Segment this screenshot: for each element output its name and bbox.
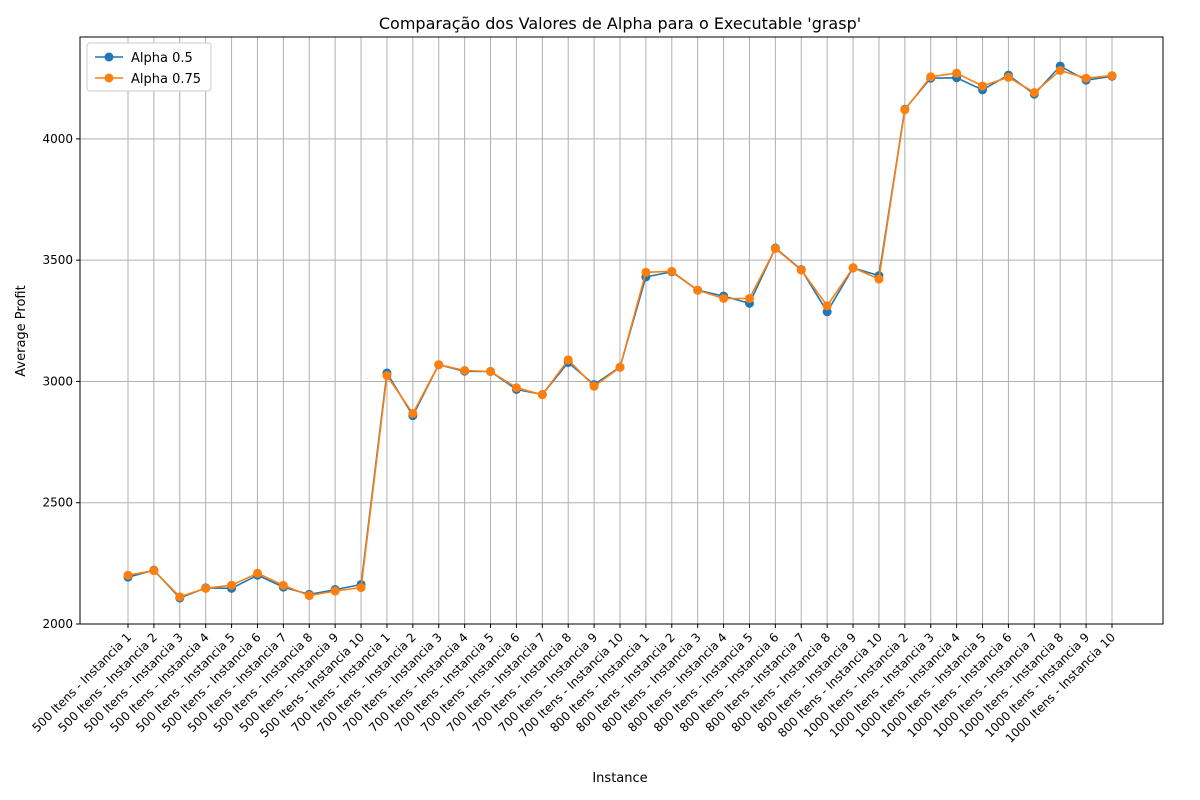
grid-lines: [80, 37, 1163, 625]
y-tick-label: 2500: [42, 496, 73, 510]
data-point: [434, 360, 444, 370]
y-tick-label: 2000: [42, 617, 73, 631]
data-point: [175, 592, 185, 602]
data-point: [978, 81, 988, 91]
data-point: [744, 293, 754, 303]
data-point: [1081, 73, 1091, 83]
data-point: [1055, 65, 1065, 75]
data-point: [563, 355, 573, 365]
data-point: [330, 586, 340, 596]
data-point: [1003, 72, 1013, 82]
data-point: [537, 390, 547, 400]
data-point: [304, 591, 314, 601]
data-point: [926, 72, 936, 82]
data-point: [382, 371, 392, 381]
legend-marker-1: [104, 52, 114, 62]
data-point: [615, 362, 625, 372]
legend-marker-2: [104, 73, 114, 83]
data-point: [693, 285, 703, 295]
data-point: [408, 408, 418, 418]
legend-label-1: Alpha 0.5: [131, 51, 193, 66]
data-point: [356, 583, 366, 593]
data-point: [848, 263, 858, 273]
data-point: [1107, 71, 1117, 81]
data-point: [511, 383, 521, 393]
chart-title: Comparação dos Valores de Alpha para o E…: [379, 14, 861, 33]
data-point: [770, 244, 780, 254]
plot-area-frame: [79, 36, 1164, 625]
data-point: [952, 68, 962, 78]
y-tick-label: 3500: [42, 253, 73, 267]
data-point: [201, 583, 211, 593]
data-point: [1029, 88, 1039, 98]
data-point: [149, 566, 159, 576]
legend-label-2: Alpha 0.75: [131, 72, 201, 87]
x-axis-label: Instance: [592, 771, 647, 786]
data-point: [486, 366, 496, 376]
data-point: [252, 568, 262, 578]
data-point: [641, 267, 651, 277]
y-tick-label: 3000: [42, 374, 73, 388]
series-group: [123, 61, 1117, 603]
data-point: [822, 301, 832, 311]
data-point: [589, 381, 599, 391]
data-point: [796, 265, 806, 275]
data-point: [900, 105, 910, 115]
legend-frame: [86, 42, 212, 92]
data-point: [227, 580, 237, 590]
legend: Alpha 0.5 Alpha 0.75: [86, 42, 212, 92]
data-point: [667, 266, 677, 276]
data-point: [278, 580, 288, 590]
data-point: [460, 366, 470, 376]
data-point: [123, 570, 133, 580]
y-tick-label: 4000: [42, 132, 73, 146]
y-axis-label: Average Profit: [14, 285, 29, 376]
data-point: [874, 274, 884, 284]
data-point: [719, 293, 729, 303]
